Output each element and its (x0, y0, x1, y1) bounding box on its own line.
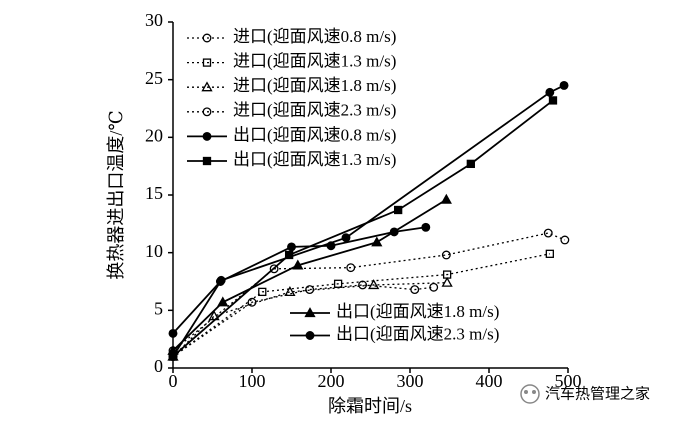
legend-label: 进口(迎面风速0.8 m/s) (233, 27, 396, 46)
y-axis-label: 换热器进出口温度/℃ (106, 110, 126, 279)
marker (217, 296, 229, 307)
x-tick-label: 200 (318, 371, 345, 391)
x-axis-label: 除霜时间/s (328, 396, 412, 416)
marker (202, 58, 212, 67)
x-tick-label: 100 (239, 371, 266, 391)
legend-label: 出口(迎面风速2.3 m/s) (336, 324, 499, 343)
marker (548, 96, 558, 105)
marker (202, 107, 212, 117)
y-tick-label: 10 (145, 241, 163, 261)
marker (440, 193, 452, 204)
marker (393, 205, 403, 215)
marker (371, 236, 383, 247)
x-tick-label: 400 (476, 371, 503, 391)
watermark-icon (520, 384, 540, 404)
marker (167, 344, 179, 355)
x-tick-label: 0 (169, 371, 178, 391)
marker (304, 307, 316, 318)
marker (201, 81, 213, 92)
series-line (172, 282, 448, 357)
marker (326, 241, 336, 251)
marker (258, 287, 267, 297)
y-tick-label: 30 (145, 10, 163, 30)
marker (346, 263, 356, 273)
marker (305, 331, 315, 340)
marker (545, 249, 554, 258)
marker (287, 242, 296, 252)
marker (202, 131, 212, 141)
x-tick-label: 300 (397, 371, 424, 391)
marker (441, 276, 453, 287)
marker (284, 286, 296, 297)
marker (466, 159, 475, 169)
y-tick-label: 25 (145, 68, 163, 88)
y-tick-label: 5 (154, 298, 163, 318)
marker (368, 279, 380, 290)
legend-label: 进口(迎面风速2.3 m/s) (233, 101, 396, 120)
marker (410, 285, 420, 295)
series-line (172, 226, 426, 335)
marker (215, 277, 225, 286)
marker (560, 235, 570, 245)
marker (441, 250, 451, 260)
y-tick-label: 20 (145, 125, 163, 145)
marker (421, 222, 431, 232)
marker (284, 250, 294, 260)
marker (341, 233, 351, 243)
marker (202, 33, 212, 43)
marker (202, 156, 212, 166)
marker (269, 264, 279, 274)
legend-label: 出口(迎面风速1.3 m/s) (233, 150, 396, 169)
y-tick-label: 0 (154, 356, 163, 376)
series-line (172, 232, 566, 352)
x-tick-label: 500 (555, 371, 582, 391)
marker (292, 259, 304, 270)
y-tick-label: 15 (145, 183, 163, 203)
legend-label: 出口(迎面风速1.8 m/s) (336, 302, 499, 321)
marker (545, 87, 555, 97)
legend-label: 进口(迎面风速1.3 m/s) (233, 52, 396, 71)
legend-label: 出口(迎面风速0.8 m/s) (233, 125, 396, 144)
marker (389, 227, 399, 237)
marker (168, 328, 178, 338)
marker (543, 228, 553, 238)
series-line (172, 253, 550, 357)
marker (559, 80, 569, 90)
legend-label: 进口(迎面风速1.8 m/s) (233, 76, 396, 95)
watermark: 汽车热管理之家 (545, 385, 650, 403)
